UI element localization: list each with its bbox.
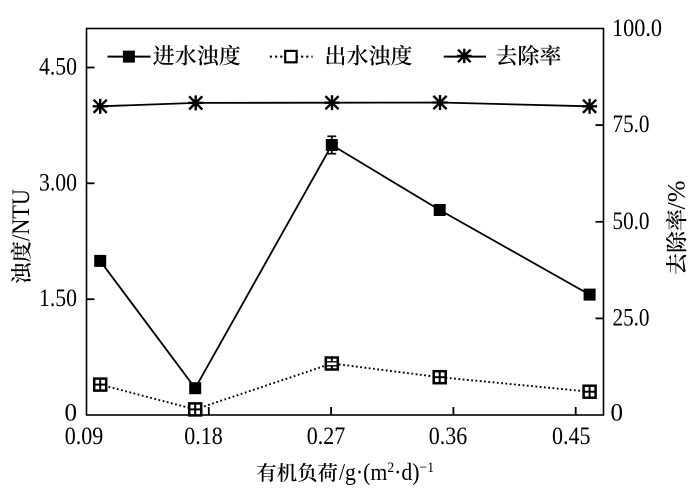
svg-text:0.45: 0.45 [552,423,591,450]
svg-text:1.50: 1.50 [39,285,77,312]
svg-text:25.0: 25.0 [613,304,650,331]
svg-text:50.0: 50.0 [613,208,650,235]
svg-text:/NTU: /NTU [8,189,35,241]
svg-text:0.27: 0.27 [307,423,346,450]
svg-text:0.09: 0.09 [65,423,104,450]
svg-text:3.00: 3.00 [39,169,77,196]
svg-text:0: 0 [65,399,78,426]
svg-text:100.0: 100.0 [612,15,662,42]
svg-text:/g·(m2·d)−1: /g·(m2·d)−1 [339,460,434,486]
svg-text:75.0: 75.0 [613,111,650,138]
svg-text:4.50: 4.50 [39,54,77,81]
svg-text:0.36: 0.36 [429,423,468,450]
svg-text:0.18: 0.18 [184,423,223,450]
svg-text:/%: /% [664,181,691,210]
svg-text:0: 0 [611,399,624,426]
